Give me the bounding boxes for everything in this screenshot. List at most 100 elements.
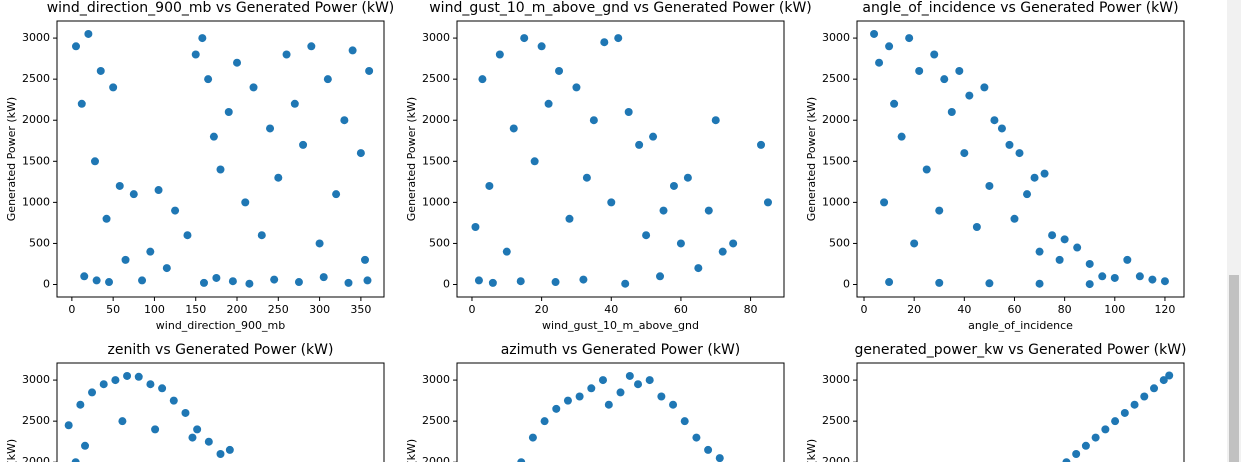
scatter-point [299, 140, 308, 149]
y-tick-label: 2500 [22, 414, 50, 427]
scatter-point [105, 278, 114, 287]
scatter-point [216, 450, 225, 459]
scatter-point [715, 454, 724, 462]
scatter-point [154, 186, 163, 195]
x-tick-label: 250 [268, 303, 289, 316]
scatter-point [332, 190, 341, 199]
scatter-point [1085, 280, 1094, 289]
scatter-point [1140, 392, 1149, 401]
y-tick-label: 3000 [422, 31, 450, 44]
chart-title: zenith vs Generated Power (kW) [108, 342, 334, 358]
scatter-point [910, 239, 919, 248]
chart-title: angle_of_incidence vs Generated Power (k… [862, 0, 1178, 16]
scatter-point [344, 278, 353, 287]
scatter-point [997, 124, 1006, 133]
scatter-point [1030, 173, 1039, 182]
scatter-point [348, 46, 357, 55]
chart-title: wind_direction_900_mb vs Generated Power… [47, 0, 395, 16]
scatter-point [729, 239, 738, 248]
y-tick-label: 500 [29, 236, 50, 249]
y-tick-label: 2000 [22, 455, 50, 462]
x-tick-label: 20 [535, 303, 549, 316]
scatter-point [307, 42, 316, 51]
scatter-point [181, 408, 190, 417]
scatter-point [225, 445, 234, 454]
scatter-point [212, 273, 221, 282]
scatter-point [972, 223, 981, 232]
scatter-point [1165, 371, 1174, 380]
scrollbar-thumb[interactable] [1229, 275, 1239, 462]
scatter-point [134, 372, 143, 381]
scatter-point [266, 124, 275, 133]
y-axis-label: Generated Power (kW) [5, 97, 18, 221]
scatter-point [880, 198, 889, 207]
y-tick-label: 1500 [22, 154, 50, 167]
scatter-point [129, 190, 138, 199]
scatter-point [642, 231, 651, 240]
scatter-point [922, 165, 931, 174]
scatter-point [204, 437, 213, 446]
x-axis-label: wind_gust_10_m_above_gnd [542, 319, 699, 332]
scatter-point [158, 384, 167, 393]
scatter-point [1005, 140, 1014, 149]
scatter-point [1072, 450, 1081, 459]
scatter-point [990, 116, 999, 125]
scatter-point [565, 214, 574, 223]
scatter-point [204, 75, 213, 84]
scatter-point [669, 400, 678, 409]
scatter-point [683, 173, 692, 182]
scatter-point [649, 132, 658, 141]
scatter-point [1062, 458, 1071, 462]
scatter-point [356, 149, 365, 158]
scatter-point [361, 255, 370, 264]
x-tick-label: 40 [957, 303, 971, 316]
scatter-point [616, 388, 625, 397]
axes-frame [456, 20, 785, 298]
scatter-point [216, 165, 225, 174]
scatter-point [955, 66, 964, 75]
scatter-point [757, 140, 766, 149]
axes-frame [856, 362, 1185, 462]
y-tick-label: 1000 [422, 195, 450, 208]
scatter-point [572, 83, 581, 92]
scatter-point [191, 50, 200, 59]
scatter-point [290, 99, 299, 108]
scatter-point [1055, 255, 1064, 264]
scatter-point [123, 371, 132, 380]
axes-frame [56, 20, 385, 298]
scatter-point [233, 58, 242, 67]
x-tick-label: 40 [604, 303, 618, 316]
scatter-point [947, 108, 956, 117]
scatter-point [495, 50, 504, 59]
scatter-point [575, 392, 584, 401]
scatter-point [478, 75, 487, 84]
scatter-point [1048, 231, 1057, 240]
scatter-point [151, 425, 160, 434]
y-axis-label: Generated Power (kW) [805, 439, 818, 462]
scatter-point [111, 376, 120, 385]
scatter-point [99, 380, 108, 389]
scatter-point [875, 58, 884, 67]
y-tick-label: 1000 [22, 195, 50, 208]
y-tick-label: 2000 [22, 113, 50, 126]
y-tick-label: 0 [843, 278, 850, 291]
scatter-point [645, 376, 654, 385]
y-axis-label: Generated Power (kW) [405, 97, 418, 221]
scatter-point [940, 75, 949, 84]
scatter-point [1101, 425, 1110, 434]
scatter-point [985, 181, 994, 190]
y-tick-label: 3000 [22, 31, 50, 44]
y-tick-label: 3000 [22, 373, 50, 386]
x-tick-label: 0 [68, 303, 75, 316]
scatter-point [1023, 190, 1032, 199]
scatter-point [634, 380, 643, 389]
scatter-point [704, 206, 713, 215]
y-tick-label: 0 [443, 278, 450, 291]
scatter-point [1148, 275, 1157, 284]
scatter-point [915, 66, 924, 75]
scatter-point [1060, 235, 1069, 244]
scatter-point [600, 38, 609, 47]
scatter-point [138, 276, 147, 285]
scatter-point [516, 277, 525, 286]
x-tick-label: 60 [674, 303, 688, 316]
